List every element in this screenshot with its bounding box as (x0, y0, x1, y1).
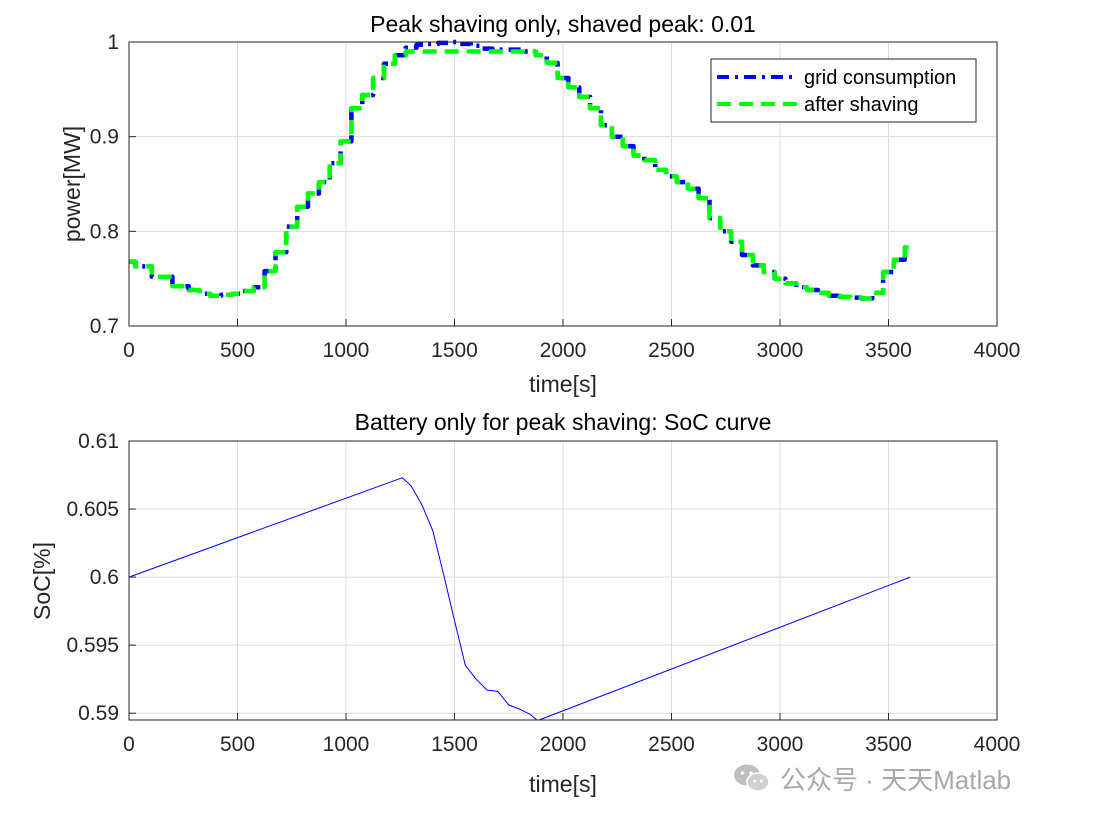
axes-power-lines (129, 39, 911, 301)
x-tick-label-soc: 1000 (323, 733, 370, 756)
y-tick-label-soc: 0.61 (78, 430, 119, 453)
x-axis-label-power: time[s] (529, 371, 597, 397)
x-tick-label-power: 3500 (865, 339, 912, 362)
y-tick-label-soc: 0.59 (78, 702, 119, 725)
axes-soc-lines (128, 477, 911, 721)
x-tick-label-power: 1000 (323, 339, 370, 362)
y-tick-label-power: 0.9 (90, 126, 119, 149)
watermark-text: 公众号 · 天天Matlab (780, 764, 1012, 795)
x-tick-label-soc: 500 (220, 733, 255, 756)
legend-label-grid-consumption: grid consumption (804, 67, 956, 89)
axes-power: 0 500 1000 1500 2000 2500 3000 3500 4000 0.70.80… (59, 11, 1020, 397)
watermark: 公众号 · 天天Matlab (732, 760, 1011, 796)
x-tick-label-soc: 1500 (431, 733, 478, 756)
y-tick-label-soc: 0.595 (66, 634, 119, 657)
x-tick-label-power: 1500 (431, 339, 478, 362)
series-line-soc (128, 477, 911, 721)
chart-title-power: Peak shaving only, shaved peak: 0.01 (370, 11, 756, 37)
x-tick-label-soc: 2000 (540, 733, 587, 756)
legend-label-after-shaving: after shaving (804, 94, 919, 116)
axes-soc-xticks: 0 500 1000 1500 2000 2500 3000 3500 4000 (123, 713, 1020, 756)
y-axis-label-power: power[MW] (59, 126, 85, 242)
x-tick-label-power: 2000 (540, 339, 587, 362)
legend: grid consumption after shaving (710, 58, 977, 123)
x-tick-label-power: 0 (123, 339, 135, 362)
x-tick-label-power: 3000 (757, 339, 804, 362)
axes-soc-yticks: 0.59 0.595 0.6 0.605 0.61 (66, 430, 136, 725)
axes-soc: 0 500 1000 1500 2000 2500 3000 3500 4000 0.590.5… (29, 409, 1020, 797)
x-tick-label-power: 2500 (648, 339, 695, 362)
axes-power-grid (129, 42, 997, 326)
x-tick-label-soc: 2500 (648, 733, 695, 756)
axes-soc-grid (129, 441, 997, 720)
x-tick-label-power: 4000 (974, 339, 1021, 362)
y-tick-label-power: 0.7 (90, 315, 119, 338)
axes-power-yticks: 0.7 0.8 0.9 1 (90, 31, 136, 338)
y-tick-label-soc: 0.6 (90, 566, 119, 589)
y-tick-label-power: 0.8 (90, 220, 119, 243)
y-axis-label-soc: SoC[%] (29, 542, 55, 620)
y-tick-label-power: 1 (107, 31, 119, 54)
y-tick-label-soc: 0.605 (66, 498, 119, 521)
x-tick-label-power: 500 (220, 339, 255, 362)
x-tick-label-soc: 0 (123, 733, 135, 756)
x-tick-label-soc: 3000 (757, 733, 804, 756)
x-axis-label-soc: time[s] (529, 771, 597, 797)
axes-power-xticks: 0 500 1000 1500 2000 2500 3000 3500 4000 (123, 319, 1020, 362)
chart-title-soc: Battery only for peak shaving: SoC curve (355, 409, 772, 435)
legend-box (710, 58, 977, 123)
x-tick-label-soc: 4000 (974, 733, 1021, 756)
series-line-after-shaving (129, 49, 911, 301)
wechat-icon (734, 764, 770, 792)
x-tick-label-soc: 3500 (865, 733, 912, 756)
